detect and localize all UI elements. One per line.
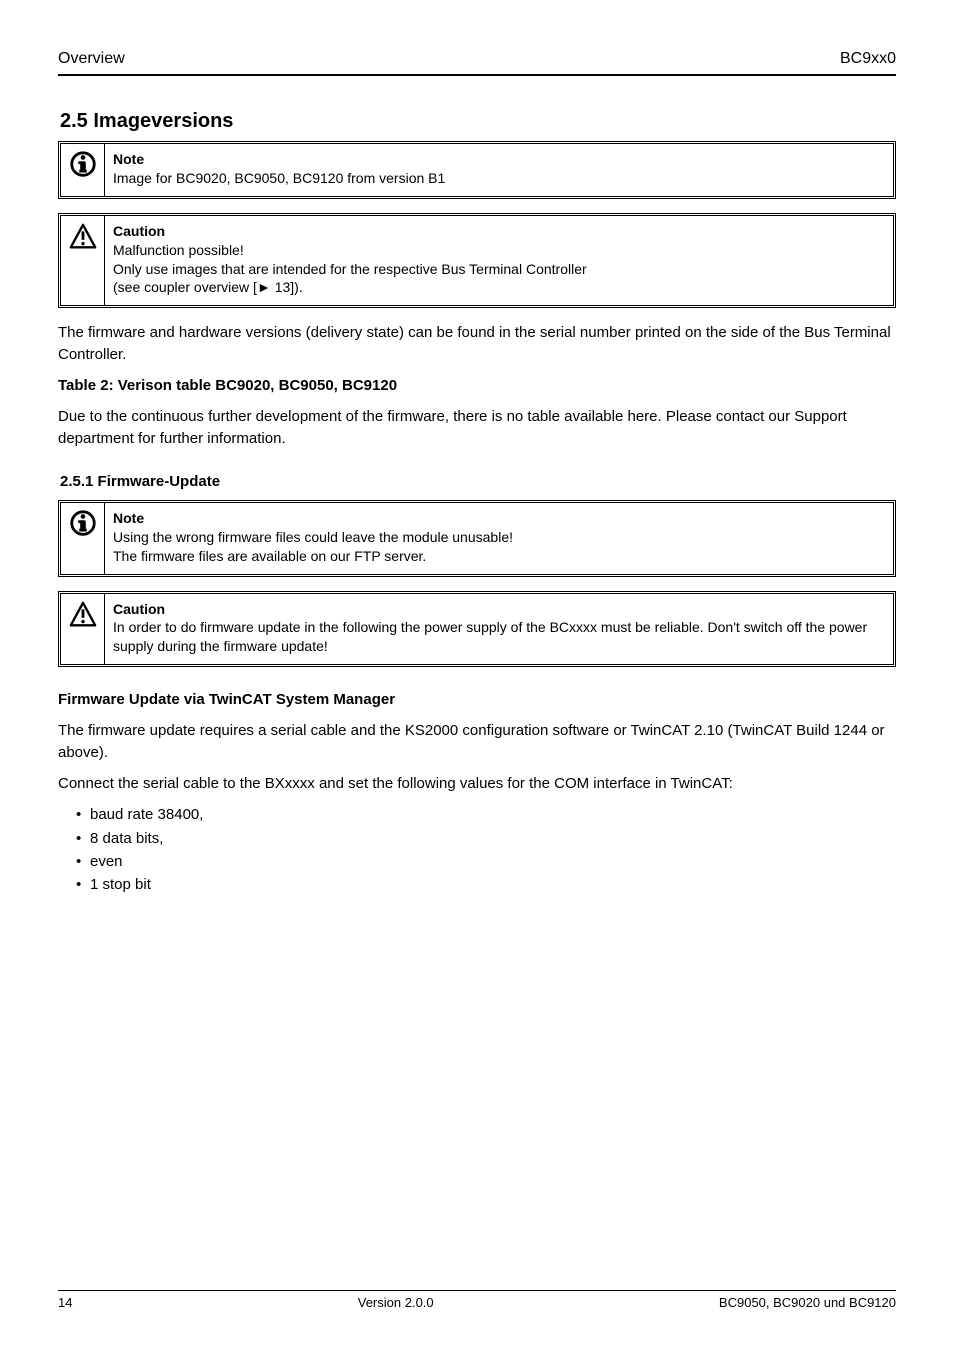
caution-title-2: Caution [113,600,885,619]
list-item: •even [76,851,896,872]
caution-title: Caution [113,222,885,241]
procedure-line-0: The firmware update requires a serial ca… [58,720,896,763]
procedure-heading: Firmware Update via TwinCAT System Manag… [58,689,896,710]
caution-line-0: Malfunction possible! [113,241,885,260]
note2-line-1: The firmware files are available on our … [113,547,885,566]
caution-callout: Caution Malfunction possible! Only use i… [58,213,896,309]
note-text: Image for BC9020, BC9050, BC9120 from ve… [113,169,885,188]
note2-line-0: Using the wrong firmware files could lea… [113,528,885,547]
info-icon [61,144,105,196]
setting-1: 8 data bits, [90,830,163,847]
header-right: BC9xx0 [840,50,896,68]
note-title-2: Note [113,509,885,528]
page-footer: 14 Version 2.0.0 BC9050, BC9020 und BC91… [58,1290,896,1310]
footer-page-number: 14 [58,1295,72,1310]
warning-icon [61,594,105,665]
page-header: Overview BC9xx0 [58,50,896,76]
procedure-line-1: Connect the serial cable to the BXxxxx a… [58,773,896,794]
caution-line-1: Only use images that are intended for th… [113,260,885,279]
body-paragraph: The firmware and hardware versions (deli… [58,322,896,365]
settings-list: •baud rate 38400, •8 data bits, •even •1… [76,804,896,895]
list-item: •8 data bits, [76,828,896,849]
list-item: •1 stop bit [76,874,896,895]
header-left: Overview [58,50,125,68]
warning-icon [61,216,105,306]
note-title: Note [113,150,885,169]
caution-callout-2: Caution In order to do firmware update i… [58,591,896,668]
caution-body-2: Caution In order to do firmware update i… [105,594,893,665]
note-callout: Note Image for BC9020, BC9050, BC9120 fr… [58,141,896,199]
section-title: 2.5 Imageversions [60,110,896,133]
setting-0: baud rate 38400, [90,806,203,823]
caution-line-2: (see coupler overview [► 13]). [113,278,885,297]
setting-3: 1 stop bit [90,876,151,893]
info-icon [61,503,105,574]
note-body-2: Note Using the wrong firmware files coul… [105,503,893,574]
footer-product: BC9050, BC9020 und BC9120 [719,1295,896,1310]
subsection-title: 2.5.1 Firmware-Update [60,473,896,490]
footer-version: Version 2.0.0 [358,1295,434,1310]
list-item: •baud rate 38400, [76,804,896,825]
caution-body: Caution Malfunction possible! Only use i… [105,216,893,306]
note-body: Note Image for BC9020, BC9050, BC9120 fr… [105,144,893,196]
table-note: Due to the continuous further developmen… [58,406,896,449]
setting-2: even [90,853,123,870]
table-heading: Table 2: Verison table BC9020, BC9050, B… [58,375,896,396]
note-callout-2: Note Using the wrong firmware files coul… [58,500,896,577]
caution2-line-0: In order to do firmware update in the fo… [113,618,885,656]
